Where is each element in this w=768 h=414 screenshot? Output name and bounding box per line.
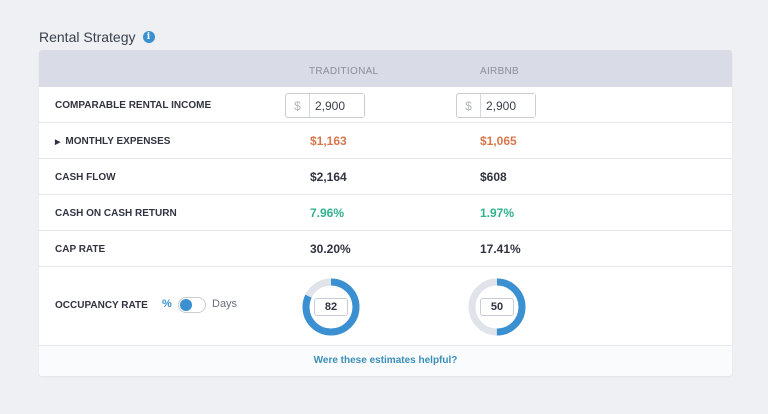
airbnb-value: $1,065: [480, 134, 517, 148]
dollar-icon: $: [457, 94, 481, 117]
row-label: CASH FLOW: [55, 172, 116, 183]
row-label: CAP RATE: [55, 244, 106, 255]
row-monthly-expenses[interactable]: ▶ MONTHLY EXPENSES $1,163 $1,065: [39, 123, 732, 159]
table-header: TRADITIONAL AIRBNB: [39, 50, 732, 87]
traditional-income-input[interactable]: $: [285, 93, 365, 118]
column-traditional: TRADITIONAL: [309, 66, 379, 77]
row-cash-on-cash: CASH ON CASH RETURN 7.96% 1.97%: [39, 195, 732, 231]
row-label: COMPARABLE RENTAL INCOME: [55, 100, 212, 111]
row-rental-income: COMPARABLE RENTAL INCOME $ $: [39, 87, 732, 123]
toggle-knob: [180, 299, 192, 311]
rental-strategy-card: TRADITIONAL AIRBNB COMPARABLE RENTAL INC…: [39, 50, 732, 376]
percent-option[interactable]: %: [162, 298, 172, 310]
traditional-income-field[interactable]: [310, 94, 364, 117]
dollar-icon: $: [286, 94, 310, 117]
airbnb-value: $608: [480, 170, 507, 184]
airbnb-value: 17.41%: [480, 242, 521, 256]
traditional-value: 30.20%: [310, 242, 351, 256]
title-text: Rental Strategy: [39, 29, 136, 45]
airbnb-occupancy-donut: 50: [468, 278, 526, 336]
donut-fill: [302, 278, 360, 336]
row-label: CASH ON CASH RETURN: [55, 208, 177, 219]
info-icon[interactable]: i: [142, 31, 155, 43]
donut-ring: [468, 278, 526, 336]
donut-ring: [302, 278, 360, 336]
row-label: OCCUPANCY RATE: [55, 300, 148, 311]
row-label: MONTHLY EXPENSES: [65, 136, 171, 147]
airbnb-value: 1.97%: [480, 206, 515, 220]
traditional-value: $2,164: [310, 170, 347, 184]
row-occupancy: OCCUPANCY RATE % Days 82 50: [39, 267, 732, 346]
feedback-footer: Were these estimates helpful?: [39, 346, 732, 376]
traditional-value: $1,163: [310, 134, 347, 148]
donut-fill: [468, 278, 526, 336]
airbnb-occupancy-value[interactable]: 50: [480, 298, 514, 316]
row-cash-flow: CASH FLOW $2,164 $608: [39, 159, 732, 195]
traditional-value: 7.96%: [310, 206, 345, 220]
airbnb-income-input[interactable]: $: [456, 93, 536, 118]
unit-toggle[interactable]: [178, 297, 206, 313]
traditional-occupancy-donut: 82: [302, 278, 360, 336]
row-cap-rate: CAP RATE 30.20% 17.41%: [39, 231, 732, 267]
airbnb-income-field[interactable]: [481, 94, 535, 117]
days-option[interactable]: Days: [212, 298, 238, 310]
expand-expenses[interactable]: ▶ MONTHLY EXPENSES: [55, 136, 170, 147]
caret-right-icon: ▶: [55, 139, 61, 146]
column-airbnb: AIRBNB: [480, 66, 520, 77]
traditional-occupancy-value[interactable]: 82: [314, 298, 348, 316]
section-title: Rental Strategy i: [39, 29, 155, 45]
feedback-link[interactable]: Were these estimates helpful?: [313, 355, 458, 366]
